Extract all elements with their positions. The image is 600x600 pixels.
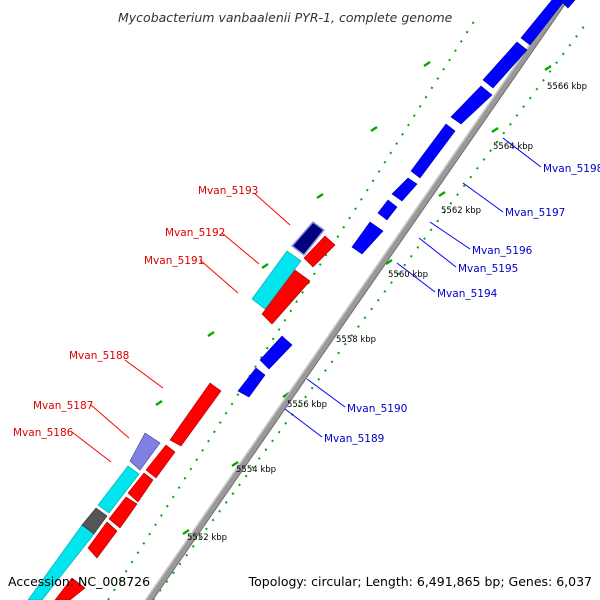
scale-label: 5558 kbp (336, 335, 376, 345)
major-tick (385, 259, 393, 265)
reverse-leader-lines (284, 137, 542, 438)
leader-line (284, 408, 323, 438)
scale-labels: 5552 kbp 5554 kbp 5556 kbp 5558 kbp 5560… (187, 82, 587, 543)
major-tick (207, 331, 215, 337)
gene-arrow-mvan-5197b (450, 85, 493, 125)
major-tick (155, 400, 163, 406)
scale-label: 5556 kbp (287, 400, 327, 410)
gene-label-mvan-5188: Mvan_5188 (69, 350, 129, 362)
gene-arrow-mvan-5190 (259, 335, 293, 370)
gene-label-mvan-5195: Mvan_5195 (458, 263, 518, 275)
navy-feature (290, 220, 326, 257)
tick-guides (107, 14, 586, 600)
leader-line (418, 237, 457, 268)
major-tick (438, 191, 446, 197)
gene-arrow-mvan-5191 (261, 269, 311, 325)
gene-label-mvan-5187: Mvan_5187 (33, 400, 93, 412)
leader-line (253, 192, 291, 226)
gene-arrow-edge (559, 0, 576, 9)
leader-line (199, 259, 239, 294)
major-tick (544, 65, 552, 71)
leader-line (71, 431, 112, 463)
gene-arrow-mvan-5187b (145, 444, 176, 479)
gene-arrow-bottom (54, 577, 86, 600)
inner-tick-guide (152, 24, 586, 600)
gene-label-mvan-5194: Mvan_5194 (437, 288, 498, 300)
gene-label-mvan-5189: Mvan_5189 (324, 433, 384, 445)
gene-label-mvan-5186: Mvan_5186 (13, 427, 74, 439)
leader-line (462, 182, 504, 213)
leader-line (124, 359, 164, 389)
gene-label-mvan-5191: Mvan_5191 (144, 255, 204, 267)
leader-line (396, 262, 436, 293)
major-ticks (155, 61, 552, 535)
scale-label: 5562 kbp (441, 206, 481, 216)
backbone (144, 0, 567, 600)
gene-arrow-mvan-5186a (87, 521, 118, 559)
gene-arrow-mvan-5187a (127, 472, 154, 503)
cyan-feature-upper (251, 250, 302, 310)
backbone-highlight (145, 0, 562, 600)
leader-line (221, 232, 260, 265)
cyan-feature-middle (97, 465, 140, 514)
reverse-gene-labels: Mvan_5189 Mvan_5190 Mvan_5194 Mvan_5195 … (324, 163, 600, 445)
gene-label-mvan-5193: Mvan_5193 (198, 185, 258, 197)
major-tick (261, 263, 269, 269)
gene-arrow-mvan-5188 (169, 382, 222, 447)
scale-label: 5554 kbp (236, 465, 276, 475)
major-tick (491, 127, 499, 133)
forward-gene-labels: Mvan_5186 Mvan_5187 Mvan_5188 Mvan_5191 … (13, 185, 258, 439)
scale-label: 5564 kbp (493, 142, 533, 152)
major-tick (423, 61, 431, 67)
gene-label-mvan-5197: Mvan_5197 (505, 207, 565, 219)
leader-line (429, 221, 471, 250)
outer-tick-guide (107, 14, 479, 600)
accession-text: Accession: NC_008726 (8, 574, 150, 589)
major-tick (316, 193, 324, 199)
gene-arrow-mvan-5192 (303, 235, 336, 268)
scale-label: 5566 kbp (547, 82, 587, 92)
gene-arrow-mvan-5198a (482, 41, 528, 89)
gene-arrow-mvan-5189 (237, 367, 266, 398)
reverse-strand-genes (237, 0, 576, 398)
scale-label: 5552 kbp (187, 533, 227, 543)
gene-arrow-mvan-5197a (410, 123, 456, 179)
gene-arrow-mvan-5195 (377, 199, 398, 221)
gene-label-mvan-5196: Mvan_5196 (472, 245, 533, 257)
leader-line (306, 378, 346, 408)
gene-label-mvan-5192: Mvan_5192 (165, 227, 225, 239)
major-tick (231, 461, 239, 467)
backbone-line (146, 0, 566, 600)
major-tick (370, 126, 378, 132)
leader-line (90, 404, 130, 439)
topology-text: Topology: circular; Length: 6,491,865 bp… (248, 574, 592, 589)
map-title: Mycobacterium vanbaalenii PYR-1, complet… (118, 10, 453, 25)
dark-feature (81, 507, 108, 535)
forward-leader-lines (71, 192, 291, 463)
leader-line (502, 137, 542, 168)
gene-arrow-mvan-5186b (108, 496, 138, 529)
gene-arrow-mvan-5198b (520, 0, 566, 46)
scale-label: 5560 kbp (388, 270, 428, 280)
major-tick (182, 529, 190, 535)
other-features (27, 220, 326, 600)
purple-feature (129, 432, 161, 471)
gene-arrow-mvan-5196 (391, 177, 418, 202)
gene-label-mvan-5190: Mvan_5190 (347, 403, 407, 415)
forward-strand-genes (54, 235, 336, 600)
gene-label-mvan-5198: Mvan_5198 (543, 163, 600, 175)
gene-arrow-mvan-5194 (351, 221, 384, 255)
